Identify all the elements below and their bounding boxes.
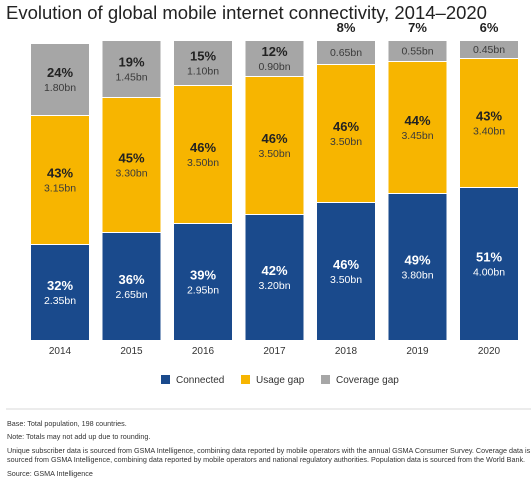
label-pop-usage-gap-2017: 3.50bn bbox=[258, 148, 290, 160]
bar-connected-2016 bbox=[174, 224, 232, 340]
bar-coverage-gap-2016 bbox=[174, 41, 232, 85]
chart-notes: Base: Total population, 198 countries. N… bbox=[7, 419, 531, 482]
label-pop-connected-2017: 3.20bn bbox=[258, 280, 290, 292]
note-totals: Note: Totals may not add up due to round… bbox=[7, 432, 151, 442]
note-source: Source: GSMA Intelligence bbox=[7, 468, 93, 478]
legend-swatch-connected bbox=[161, 375, 170, 384]
label-pct-connected-2020: 51% bbox=[476, 250, 502, 265]
bar-coverage-gap-2017 bbox=[245, 41, 304, 76]
bar-coverage-gap-2020 bbox=[460, 41, 518, 58]
label-pct-connected-2014: 32% bbox=[47, 278, 73, 293]
bar-usage-gap-2016 bbox=[174, 86, 232, 223]
x-tick-2020: 2020 bbox=[478, 346, 501, 357]
label-pct-coverage-gap-2015: 19% bbox=[118, 55, 144, 70]
label-pop-coverage-gap-2018: 0.65bn bbox=[330, 47, 362, 59]
bar-connected-2018 bbox=[317, 203, 375, 340]
label-pop-coverage-gap-2015: 1.45bn bbox=[115, 72, 147, 84]
bar-usage-gap-2015 bbox=[102, 98, 161, 232]
label-pop-usage-gap-2014: 3.15bn bbox=[44, 183, 76, 195]
x-tick-2015: 2015 bbox=[120, 346, 143, 357]
bar-usage-gap-2020 bbox=[460, 59, 518, 187]
bar-connected-2017 bbox=[245, 215, 304, 340]
bar-connected-2020 bbox=[460, 188, 518, 340]
label-pct-usage-gap-2017: 46% bbox=[261, 131, 287, 146]
bar-coverage-gap-2019 bbox=[388, 41, 447, 61]
label-pct-usage-gap-2020: 43% bbox=[476, 109, 502, 124]
label-pop-usage-gap-2018: 3.50bn bbox=[330, 136, 362, 148]
bar-coverage-gap-2015 bbox=[102, 41, 161, 97]
legend-swatch-coverage-gap bbox=[321, 375, 330, 384]
x-tick-2018: 2018 bbox=[335, 346, 358, 357]
label-pct-coverage-gap-2018: 8% bbox=[337, 20, 356, 35]
bar-connected-2014 bbox=[31, 245, 89, 340]
bar-usage-gap-2017 bbox=[245, 77, 304, 214]
label-pop-coverage-gap-2016: 1.10bn bbox=[187, 66, 219, 78]
label-pct-coverage-gap-2019: 7% bbox=[408, 20, 427, 35]
legend-swatch-usage-gap bbox=[241, 375, 250, 384]
note-data-sources: Unique subscriber data is sourced from G… bbox=[7, 445, 531, 465]
label-pct-connected-2017: 42% bbox=[261, 263, 287, 278]
label-pct-coverage-gap-2014: 24% bbox=[47, 65, 73, 80]
bar-coverage-gap-2014 bbox=[31, 44, 89, 115]
x-tick-2019: 2019 bbox=[406, 346, 429, 357]
label-pop-connected-2016: 2.95bn bbox=[187, 285, 219, 297]
label-pct-usage-gap-2018: 46% bbox=[333, 119, 359, 134]
label-pct-usage-gap-2019: 44% bbox=[404, 113, 430, 128]
bar-connected-2015 bbox=[102, 233, 161, 340]
label-pct-coverage-gap-2017: 12% bbox=[261, 44, 287, 59]
label-pop-connected-2015: 2.65bn bbox=[115, 289, 147, 301]
stacked-bar-chart: 32% 2.35bn 43% 3.15bn 24% 1.80bn 2014 36% 2.65bn… bbox=[6, 20, 531, 410]
label-pop-usage-gap-2020: 3.40bn bbox=[473, 126, 505, 138]
bar-usage-gap-2014 bbox=[31, 116, 89, 244]
label-pct-connected-2018: 46% bbox=[333, 257, 359, 272]
label-pop-usage-gap-2019: 3.45bn bbox=[401, 130, 433, 142]
label-pct-coverage-gap-2016: 15% bbox=[190, 49, 216, 64]
bar-coverage-gap-2018 bbox=[317, 41, 375, 64]
x-tick-2017: 2017 bbox=[263, 346, 286, 357]
x-tick-2014: 2014 bbox=[49, 346, 72, 357]
label-pop-coverage-gap-2019: 0.55bn bbox=[401, 46, 433, 58]
chart-title: Evolution of global mobile internet conn… bbox=[6, 2, 487, 23]
label-pct-connected-2015: 36% bbox=[118, 272, 144, 287]
legend-label-connected: Connected bbox=[176, 375, 224, 386]
label-pop-connected-2019: 3.80bn bbox=[401, 270, 433, 282]
label-pop-connected-2020: 4.00bn bbox=[473, 267, 505, 279]
note-base: Base: Total population, 198 countries. bbox=[7, 419, 127, 428]
bar-usage-gap-2018 bbox=[317, 65, 375, 202]
label-pct-usage-gap-2016: 46% bbox=[190, 140, 216, 155]
label-pop-usage-gap-2015: 3.30bn bbox=[115, 168, 147, 180]
label-pct-usage-gap-2015: 45% bbox=[118, 151, 144, 166]
label-pop-connected-2014: 2.35bn bbox=[44, 295, 76, 307]
label-pop-connected-2018: 3.50bn bbox=[330, 274, 362, 286]
label-pop-coverage-gap-2017: 0.90bn bbox=[258, 61, 290, 73]
legend-label-coverage-gap: Coverage gap bbox=[336, 375, 399, 386]
label-pop-usage-gap-2016: 3.50bn bbox=[187, 157, 219, 169]
label-pct-usage-gap-2014: 43% bbox=[47, 166, 73, 181]
bar-usage-gap-2019 bbox=[388, 62, 447, 193]
label-pct-connected-2016: 39% bbox=[190, 268, 216, 283]
x-tick-2016: 2016 bbox=[192, 346, 215, 357]
legend-label-usage-gap: Usage gap bbox=[256, 375, 305, 386]
label-pct-connected-2019: 49% bbox=[404, 253, 430, 268]
label-pct-coverage-gap-2020: 6% bbox=[480, 20, 499, 35]
label-pop-coverage-gap-2020: 0.45bn bbox=[473, 44, 505, 56]
label-pop-coverage-gap-2014: 1.80bn bbox=[44, 82, 76, 94]
bar-connected-2019 bbox=[388, 194, 447, 340]
